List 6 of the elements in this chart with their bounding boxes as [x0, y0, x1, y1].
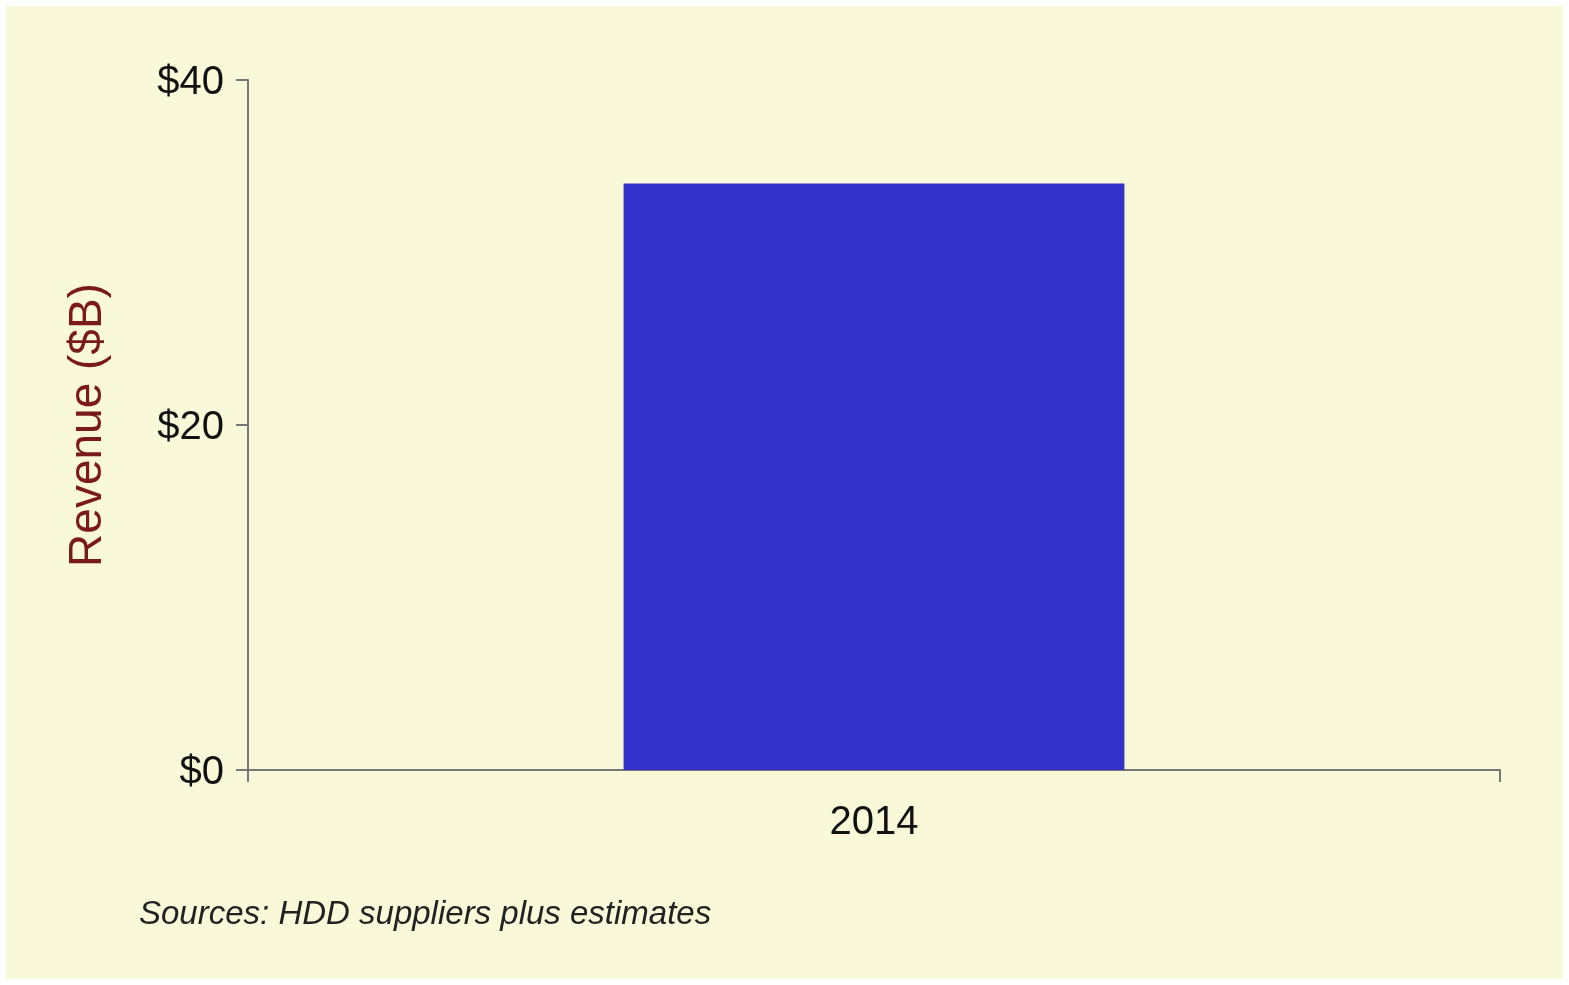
y-axis-title: Revenue ($B): [59, 283, 111, 567]
y-tick-label: $40: [157, 58, 224, 102]
y-tick-label: $0: [179, 748, 224, 792]
source-note: Sources: HDD suppliers plus estimates: [139, 894, 712, 931]
y-tick-label: $20: [157, 403, 224, 447]
x-tick-label: 2014: [829, 798, 919, 842]
